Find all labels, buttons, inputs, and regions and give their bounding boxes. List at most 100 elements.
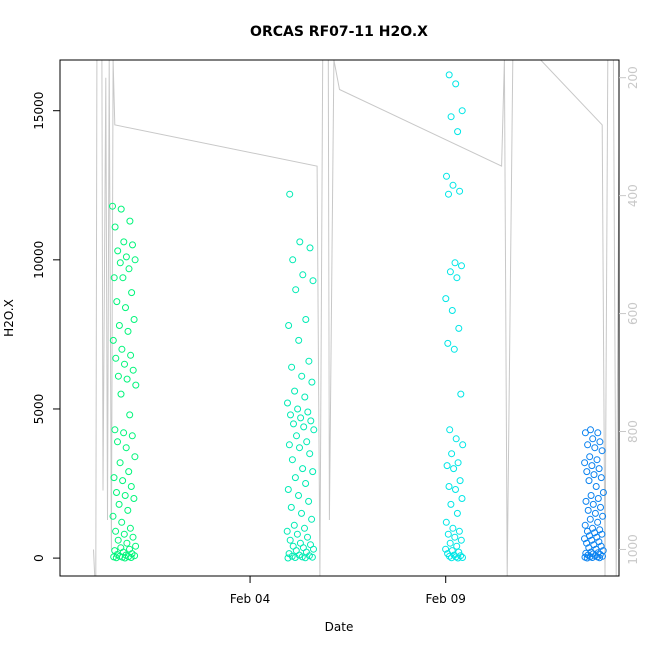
data-point-rf09 xyxy=(446,552,453,560)
data-point-rf07 xyxy=(116,259,124,267)
data-point-rf10 xyxy=(594,429,602,437)
data-point-rf07 xyxy=(114,536,122,544)
y2-tick-label: 800 xyxy=(626,420,640,443)
data-point-rf09 xyxy=(458,495,466,502)
data-point-rf08 xyxy=(310,545,317,553)
data-point-rf07 xyxy=(112,527,120,535)
data-point-rf07 xyxy=(114,438,121,446)
data-point-rf08 xyxy=(298,553,306,561)
data-point-rf10 xyxy=(586,453,594,461)
data-point-rf08 xyxy=(301,524,308,532)
data-point-rf08 xyxy=(288,456,296,464)
data-point-rf10 xyxy=(591,444,599,452)
data-point-rf07 xyxy=(123,539,131,547)
data-point-rf07 xyxy=(129,366,137,374)
y2-axis: 200 400 600 800 1000 xyxy=(619,66,640,565)
data-point-rf09 xyxy=(446,539,454,547)
x-axis: Feb 04 Feb 09 xyxy=(230,576,466,606)
data-point-rf08 xyxy=(309,468,317,476)
data-point-rf08 xyxy=(303,438,311,446)
data-point-rf09 xyxy=(454,459,462,467)
data-point-rf10 xyxy=(584,441,592,449)
data-point-rf08 xyxy=(298,509,305,517)
data-point-rf07 xyxy=(113,489,120,496)
chart-title: ORCAS RF07-11 H2O.X xyxy=(250,24,428,40)
data-point-rf07 xyxy=(129,241,136,249)
data-point-rf10 xyxy=(591,529,599,537)
data-point-rf07 xyxy=(130,495,138,502)
data-point-rf08 xyxy=(284,399,291,407)
y-tick-label: 5000 xyxy=(32,394,46,425)
x-axis-label: Date xyxy=(325,620,354,634)
data-point-rf08 xyxy=(306,450,314,458)
data-point-rf09 xyxy=(442,545,450,553)
data-point-rf09 xyxy=(452,435,460,443)
data-point-rf09 xyxy=(449,181,457,189)
data-point-rf08 xyxy=(291,387,299,395)
data-point-rf09 xyxy=(456,477,464,485)
data-point-rf10 xyxy=(581,459,589,467)
data-point-rf07 xyxy=(115,322,123,329)
data-point-rf10 xyxy=(588,554,596,561)
points-layer xyxy=(109,71,607,562)
data-point-rf09 xyxy=(445,190,452,198)
data-point-rf10 xyxy=(596,526,604,534)
data-point-rf08 xyxy=(305,497,313,505)
data-point-rf09 xyxy=(452,80,460,88)
data-point-rf08 xyxy=(286,536,294,544)
data-point-rf08 xyxy=(310,426,318,434)
data-point-rf10 xyxy=(581,429,589,437)
data-point-rf10 xyxy=(589,524,596,532)
data-point-rf07 xyxy=(131,453,139,461)
data-point-rf08 xyxy=(292,286,300,294)
y-axis-label: H2O.X xyxy=(2,299,16,337)
data-point-rf10 xyxy=(598,530,606,538)
data-point-rf07 xyxy=(127,351,135,359)
data-point-rf07 xyxy=(110,474,118,482)
data-point-rf09 xyxy=(458,107,466,115)
data-point-rf07 xyxy=(114,372,122,380)
data-point-rf07 xyxy=(111,426,119,434)
data-point-rf08 xyxy=(286,190,294,198)
data-point-rf10 xyxy=(588,462,596,470)
data-point-rf08 xyxy=(294,405,302,413)
data-point-rf08 xyxy=(296,238,304,246)
data-point-rf08 xyxy=(307,417,315,425)
data-point-rf10 xyxy=(589,500,597,508)
plot-frame xyxy=(59,59,620,577)
y-tick-label: 10000 xyxy=(32,241,46,279)
data-point-rf07 xyxy=(127,483,135,490)
data-point-rf07 xyxy=(119,477,127,485)
data-point-rf10 xyxy=(585,477,593,485)
data-point-rf08 xyxy=(298,372,306,380)
data-point-rf07 xyxy=(115,500,123,508)
data-point-rf10 xyxy=(590,471,598,479)
data-point-rf10 xyxy=(597,503,604,511)
data-point-rf07 xyxy=(110,274,118,282)
data-point-rf07 xyxy=(112,554,120,562)
pressure-series xyxy=(93,59,620,577)
data-point-rf07 xyxy=(124,506,132,514)
data-point-rf07 xyxy=(118,518,126,526)
data-point-rf08 xyxy=(287,411,294,419)
data-point-rf09 xyxy=(454,554,462,562)
data-point-rf09 xyxy=(451,533,459,541)
data-point-rf08 xyxy=(291,554,299,561)
data-point-rf08 xyxy=(302,316,310,323)
data-point-rf07 xyxy=(126,524,134,532)
data-point-rf09 xyxy=(456,187,464,195)
data-point-rf07 xyxy=(111,223,119,231)
data-point-rf07 xyxy=(126,411,134,419)
data-point-rf07 xyxy=(116,459,124,467)
data-point-rf09 xyxy=(445,71,453,79)
data-point-rf07 xyxy=(128,432,136,440)
data-point-rf09 xyxy=(444,530,452,538)
data-point-rf10 xyxy=(587,492,595,499)
data-point-rf07 xyxy=(118,345,126,353)
data-point-rf09 xyxy=(448,450,456,458)
data-point-rf09 xyxy=(448,307,456,314)
x-tick-label: Feb 04 xyxy=(230,592,270,606)
data-point-rf07 xyxy=(122,444,130,452)
y-tick-label: 15000 xyxy=(32,92,46,130)
